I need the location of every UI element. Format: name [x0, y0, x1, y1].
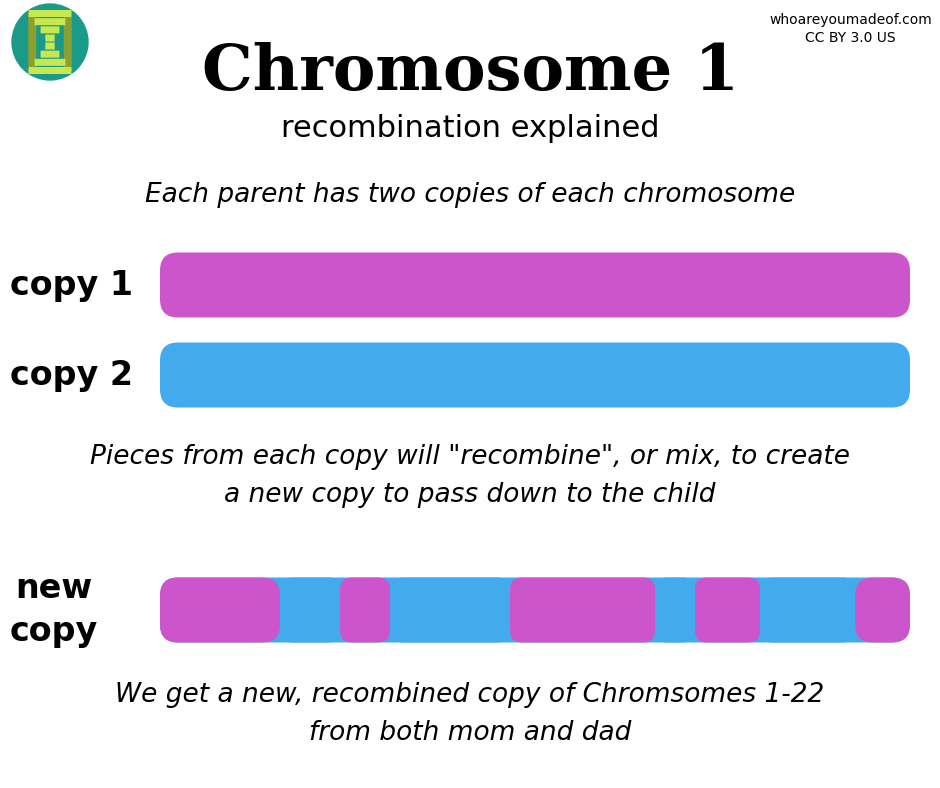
FancyBboxPatch shape	[655, 578, 695, 642]
FancyBboxPatch shape	[160, 578, 280, 642]
Text: Chromosome 1: Chromosome 1	[201, 42, 739, 102]
Text: whoareyoumadeof.com: whoareyoumadeof.com	[769, 13, 932, 27]
Text: CC BY 3.0 US: CC BY 3.0 US	[806, 31, 896, 45]
FancyBboxPatch shape	[695, 578, 760, 642]
FancyBboxPatch shape	[390, 578, 510, 642]
FancyBboxPatch shape	[64, 11, 71, 72]
FancyBboxPatch shape	[855, 578, 910, 642]
FancyBboxPatch shape	[28, 10, 71, 17]
Text: recombination explained: recombination explained	[281, 113, 659, 143]
FancyBboxPatch shape	[45, 43, 55, 50]
FancyBboxPatch shape	[45, 35, 55, 42]
FancyBboxPatch shape	[28, 67, 71, 74]
Text: copy 2: copy 2	[10, 359, 133, 392]
FancyBboxPatch shape	[760, 578, 855, 642]
FancyBboxPatch shape	[160, 578, 910, 642]
FancyBboxPatch shape	[35, 59, 66, 66]
FancyBboxPatch shape	[510, 578, 655, 642]
FancyBboxPatch shape	[35, 18, 66, 25]
FancyBboxPatch shape	[40, 26, 59, 33]
FancyBboxPatch shape	[28, 11, 37, 72]
Text: Pieces from each copy will "recombine", or mix, to create
a new copy to pass dow: Pieces from each copy will "recombine", …	[90, 444, 850, 508]
FancyBboxPatch shape	[280, 578, 340, 642]
FancyBboxPatch shape	[160, 343, 910, 407]
Text: Each parent has two copies of each chromosome: Each parent has two copies of each chrom…	[145, 182, 795, 208]
FancyBboxPatch shape	[160, 252, 910, 318]
Text: new
copy: new copy	[10, 572, 99, 649]
FancyBboxPatch shape	[40, 50, 59, 58]
FancyBboxPatch shape	[340, 578, 390, 642]
Text: We get a new, recombined copy of Chromsomes 1-22
from both mom and dad: We get a new, recombined copy of Chromso…	[116, 682, 824, 746]
Circle shape	[12, 4, 88, 80]
Text: copy 1: copy 1	[10, 269, 133, 302]
